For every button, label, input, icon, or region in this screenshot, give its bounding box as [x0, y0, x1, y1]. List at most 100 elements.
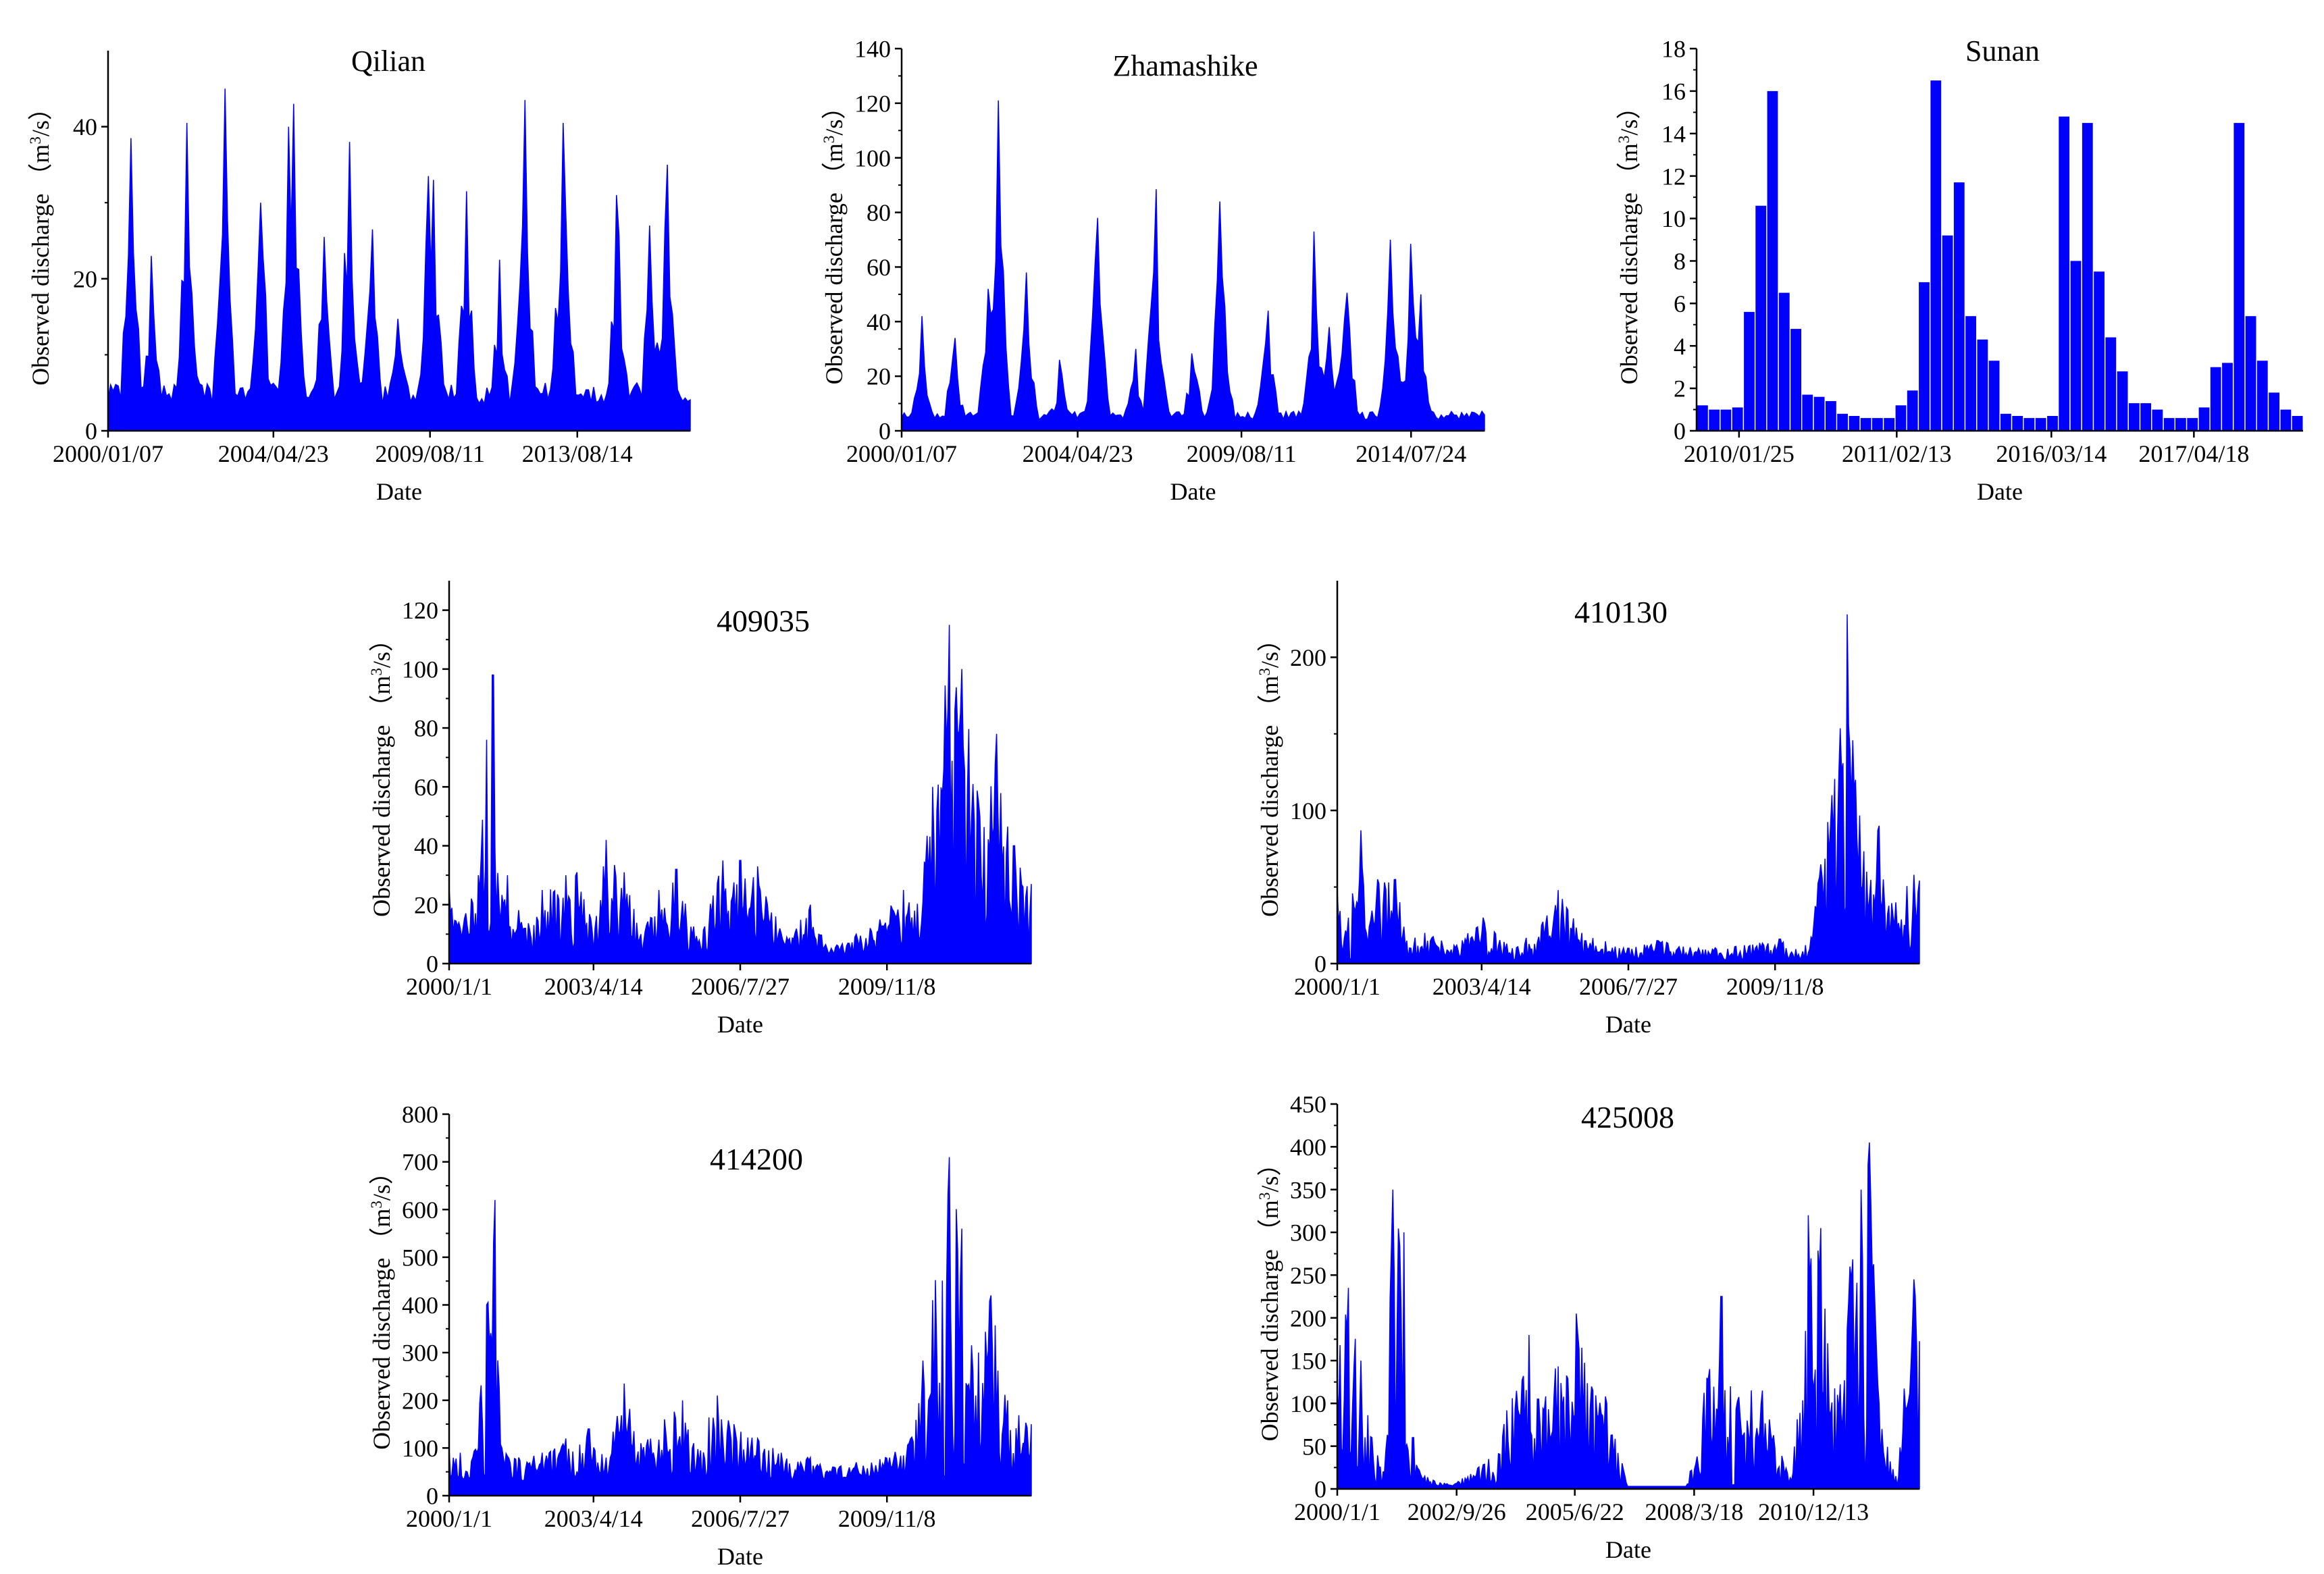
x-tick-label: 2017/04/18 — [2138, 440, 2249, 467]
bar — [1907, 390, 1918, 431]
bar — [2210, 367, 2221, 431]
y-axis-label: Observed discharge （m3/s） — [368, 1160, 396, 1450]
x-axis-label: Date — [1605, 1011, 1651, 1038]
bar — [2070, 261, 2082, 431]
bar — [1872, 418, 1883, 431]
y-axis-label: Observed discharge （m3/s） — [1616, 95, 1643, 385]
y-axis-unit-prefix: （m — [368, 676, 395, 719]
y-tick-label: 0 — [1314, 1476, 1326, 1503]
y-tick-label: 400 — [1290, 1134, 1326, 1161]
x-axis-label: Date — [376, 478, 422, 505]
bar — [2245, 316, 2256, 431]
bar — [2000, 413, 2011, 431]
y-tick-label: 300 — [1290, 1219, 1326, 1247]
series-area — [901, 100, 1485, 431]
bar — [2094, 271, 2104, 431]
y-tick-label: 700 — [402, 1149, 438, 1176]
y-tick-label: 40 — [414, 833, 438, 860]
bar — [1849, 416, 1860, 431]
y-tick-label: 0 — [85, 418, 97, 445]
x-tick-label: 2016/03/14 — [1996, 440, 2107, 467]
y-tick-label: 140 — [854, 36, 891, 63]
y-tick-label: 14 — [1661, 120, 1686, 147]
bar — [1709, 409, 1720, 431]
bar — [2059, 116, 2070, 431]
bar — [1697, 405, 1708, 431]
x-tick-label: 2014/07/24 — [1355, 440, 1466, 467]
chart-title: 425008 — [1581, 1100, 1674, 1134]
bar — [2105, 337, 2117, 431]
x-tick-label: 2000/1/1 — [1294, 973, 1380, 1000]
bar — [1813, 396, 1825, 431]
y-axis-unit-prefix: （m — [821, 143, 848, 186]
y-axis-label-text: Observed discharge — [821, 186, 848, 384]
y-tick-label: 8 — [1674, 248, 1686, 275]
y-axis-unit-prefix: （m — [1256, 1200, 1283, 1243]
y-tick-label: 0 — [1314, 951, 1326, 978]
y-tick-label: 200 — [1290, 644, 1326, 671]
y-axis-label-text: Observed discharge — [1256, 719, 1283, 917]
y-tick-label: 80 — [414, 715, 438, 742]
y-axis-unit-exponent: 3 — [1616, 136, 1632, 144]
bar — [2012, 416, 2023, 431]
bar — [1744, 311, 1755, 431]
series-area — [1337, 614, 1920, 964]
y-tick-label: 12 — [1661, 163, 1686, 190]
y-tick-label: 100 — [1290, 1390, 1326, 1417]
x-tick-label: 2010/01/25 — [1684, 440, 1794, 467]
y-axis-label-text: Observed discharge — [27, 188, 54, 386]
bar — [2292, 416, 2303, 431]
chart-title: 409035 — [717, 604, 810, 638]
series-area — [448, 625, 1032, 964]
bar — [2082, 123, 2093, 431]
bar — [2175, 418, 2186, 431]
x-axis-label: Date — [1170, 478, 1216, 505]
y-tick-label: 50 — [1302, 1433, 1326, 1460]
bar — [2129, 403, 2140, 431]
y-axis-unit-prefix: （m — [368, 1209, 395, 1252]
x-axis-label: Date — [1977, 478, 2023, 505]
x-tick-label: 2003/4/14 — [544, 973, 643, 1000]
x-tick-label: 2002/9/26 — [1408, 1498, 1506, 1525]
y-tick-label: 350 — [1290, 1176, 1326, 1203]
y-tick-label: 40 — [867, 309, 891, 336]
chart-panel-Qilian: 0 20 40 2000/01/07 2004/04/23 2009/08/11 2013/… — [27, 45, 691, 505]
y-tick-label: 0 — [1674, 418, 1686, 445]
bar — [2222, 363, 2233, 431]
x-tick-label: 2005/6/22 — [1526, 1498, 1624, 1525]
bar — [2117, 371, 2128, 431]
x-tick-label: 2009/08/11 — [1187, 440, 1297, 467]
y-tick-label: 4 — [1674, 333, 1686, 360]
bar — [1930, 80, 1942, 431]
y-tick-label: 80 — [867, 199, 891, 226]
y-tick-label: 20 — [867, 363, 891, 390]
bar — [2035, 418, 2046, 431]
y-axis-unit-exponent: 3 — [368, 1201, 385, 1209]
y-tick-label: 18 — [1661, 36, 1686, 63]
bar — [1919, 282, 1930, 431]
y-tick-label: 100 — [1290, 797, 1326, 824]
y-axis-unit-prefix: （m — [1616, 143, 1643, 186]
y-axis-unit-suffix: /s） — [27, 96, 54, 136]
x-tick-label: 2009/11/8 — [838, 973, 936, 1000]
bar — [1953, 182, 1965, 431]
bar — [1732, 407, 1743, 431]
chart-title: Sunan — [1965, 34, 2040, 68]
y-axis-label: Observed discharge （m3/s） — [821, 95, 848, 385]
bar — [2269, 392, 2279, 431]
bar — [1778, 292, 1790, 431]
chart-panel-Zhamashike: 0 20 40 60 80 100 120 140 2000/01/07 2004/04/23 20… — [821, 36, 1485, 505]
x-tick-label: 2006/7/27 — [1579, 973, 1678, 1000]
x-tick-label: 2003/4/14 — [544, 1505, 643, 1532]
bar — [1860, 418, 1871, 431]
x-tick-label: 2000/1/1 — [406, 973, 492, 1000]
y-tick-label: 100 — [402, 1435, 438, 1462]
y-axis-unit-exponent: 3 — [27, 136, 44, 145]
y-axis-unit-suffix: /s） — [821, 95, 848, 136]
x-tick-label: 2000/01/07 — [846, 440, 957, 467]
y-tick-label: 120 — [854, 90, 891, 117]
x-axis-label: Date — [717, 1543, 763, 1570]
y-tick-label: 20 — [73, 265, 97, 292]
y-tick-label: 0 — [879, 418, 891, 445]
x-tick-label: 2004/04/23 — [218, 440, 329, 467]
